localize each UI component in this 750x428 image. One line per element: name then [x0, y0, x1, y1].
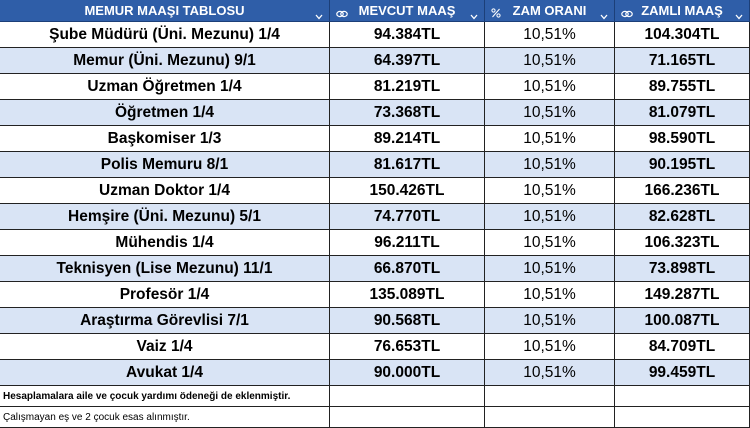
raised-salary: 84.709TL: [615, 334, 750, 360]
raised-salary: 82.628TL: [615, 204, 750, 230]
raise-rate: 10,51%: [485, 256, 615, 282]
header-cell[interactable]: MEMUR MAAŞI TABLOSU: [0, 0, 330, 22]
position: Araştırma Görevlisi 7/1: [0, 308, 330, 334]
empty-cell: [485, 386, 615, 407]
raised-salary: 100.087TL: [615, 308, 750, 334]
raised-salary: 149.287TL: [615, 282, 750, 308]
raise-rate: 10,51%: [485, 22, 615, 48]
position: Memur (Üni. Mezunu) 9/1: [0, 48, 330, 74]
raise-rate: 10,51%: [485, 74, 615, 100]
filter-dropdown[interactable]: [600, 8, 608, 21]
raised-salary: 99.459TL: [615, 360, 750, 386]
position: Profesör 1/4: [0, 282, 330, 308]
position: Öğretmen 1/4: [0, 100, 330, 126]
position: Mühendis 1/4: [0, 230, 330, 256]
raised-salary: 166.236TL: [615, 178, 750, 204]
raised-salary: 104.304TL: [615, 22, 750, 48]
raise-rate: 10,51%: [485, 126, 615, 152]
raise-rate: 10,51%: [485, 48, 615, 74]
current-salary: 150.426TL: [330, 178, 485, 204]
position: Teknisyen (Lise Mezunu) 11/1: [0, 256, 330, 282]
raise-rate: 10,51%: [485, 100, 615, 126]
current-salary: 76.653TL: [330, 334, 485, 360]
raise-rate: 10,51%: [485, 308, 615, 334]
current-salary: 81.617TL: [330, 152, 485, 178]
position: Vaiz 1/4: [0, 334, 330, 360]
current-salary: 96.211TL: [330, 230, 485, 256]
empty-cell: [615, 386, 750, 407]
raise-rate: 10,51%: [485, 360, 615, 386]
position: Avukat 1/4: [0, 360, 330, 386]
position: Hemşire (Üni. Mezunu) 5/1: [0, 204, 330, 230]
position: Uzman Öğretmen 1/4: [0, 74, 330, 100]
raised-salary: 73.898TL: [615, 256, 750, 282]
current-salary: 64.397TL: [330, 48, 485, 74]
current-salary: 81.219TL: [330, 74, 485, 100]
footnote: Hesaplamalara aile ve çocuk yardımı öden…: [0, 386, 330, 407]
column-type-icon: [621, 6, 633, 21]
raise-rate: 10,51%: [485, 204, 615, 230]
column-type-icon: [491, 6, 501, 21]
position: Uzman Doktor 1/4: [0, 178, 330, 204]
filter-dropdown[interactable]: [470, 8, 478, 21]
raised-salary: 98.590TL: [615, 126, 750, 152]
position: Şube Müdürü (Üni. Mezunu) 1/4: [0, 22, 330, 48]
current-salary: 66.870TL: [330, 256, 485, 282]
current-salary: 74.770TL: [330, 204, 485, 230]
header-cell[interactable]: ZAM ORANI: [485, 0, 615, 22]
current-salary: 94.384TL: [330, 22, 485, 48]
raise-rate: 10,51%: [485, 230, 615, 256]
current-salary: 135.089TL: [330, 282, 485, 308]
raise-rate: 10,51%: [485, 178, 615, 204]
position: Polis Memuru 8/1: [0, 152, 330, 178]
current-salary: 89.214TL: [330, 126, 485, 152]
raise-rate: 10,51%: [485, 282, 615, 308]
raised-salary: 71.165TL: [615, 48, 750, 74]
raised-salary: 89.755TL: [615, 74, 750, 100]
footnote: Çalışmayan eş ve 2 çocuk esas alınmıştır…: [0, 407, 330, 428]
raised-salary: 90.195TL: [615, 152, 750, 178]
current-salary: 73.368TL: [330, 100, 485, 126]
filter-dropdown[interactable]: [735, 8, 743, 21]
raised-salary: 106.323TL: [615, 230, 750, 256]
current-salary: 90.568TL: [330, 308, 485, 334]
header-cell[interactable]: MEVCUT MAAŞ: [330, 0, 485, 22]
raise-rate: 10,51%: [485, 152, 615, 178]
empty-cell: [485, 407, 615, 428]
empty-cell: [330, 407, 485, 428]
empty-cell: [615, 407, 750, 428]
empty-cell: [330, 386, 485, 407]
header-cell[interactable]: ZAMLI MAAŞ: [615, 0, 750, 22]
raise-rate: 10,51%: [485, 334, 615, 360]
position: Başkomiser 1/3: [0, 126, 330, 152]
raised-salary: 81.079TL: [615, 100, 750, 126]
current-salary: 90.000TL: [330, 360, 485, 386]
filter-dropdown[interactable]: [315, 8, 323, 21]
column-type-icon: [336, 6, 348, 21]
